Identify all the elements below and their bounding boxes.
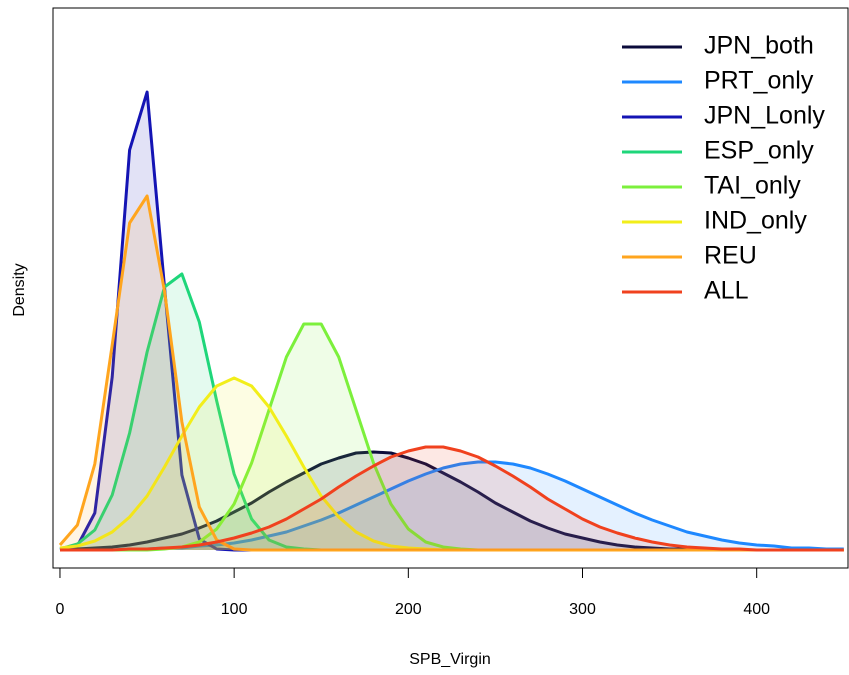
- legend-label: JPN_both: [704, 32, 814, 60]
- density-area: [60, 324, 844, 550]
- density-area: [60, 462, 844, 550]
- x-axis-label: SPB_Virgin: [409, 651, 491, 668]
- legend-label: JPN_Lonly: [704, 102, 825, 130]
- density-area: [60, 447, 844, 550]
- x-tick-label: 0: [56, 601, 65, 618]
- density-line: [60, 445, 844, 552]
- density-area: [60, 196, 844, 550]
- legend-label: REU: [704, 242, 757, 270]
- plot-frame: [52, 7, 849, 569]
- legend-label: ALL: [704, 277, 749, 305]
- density-area: [60, 378, 844, 550]
- legend-label: ESP_only: [704, 137, 814, 165]
- legend-label: TAI_only: [704, 172, 801, 200]
- legend-label: PRT_only: [704, 67, 814, 95]
- x-tick-label: 200: [395, 601, 422, 618]
- x-tick-label: 300: [569, 601, 596, 618]
- x-tick-label: 400: [743, 601, 770, 618]
- density-area: [60, 274, 844, 550]
- x-tick-label: 100: [221, 601, 248, 618]
- y-axis-label: Density: [11, 263, 28, 316]
- legend-label: IND_only: [704, 207, 807, 235]
